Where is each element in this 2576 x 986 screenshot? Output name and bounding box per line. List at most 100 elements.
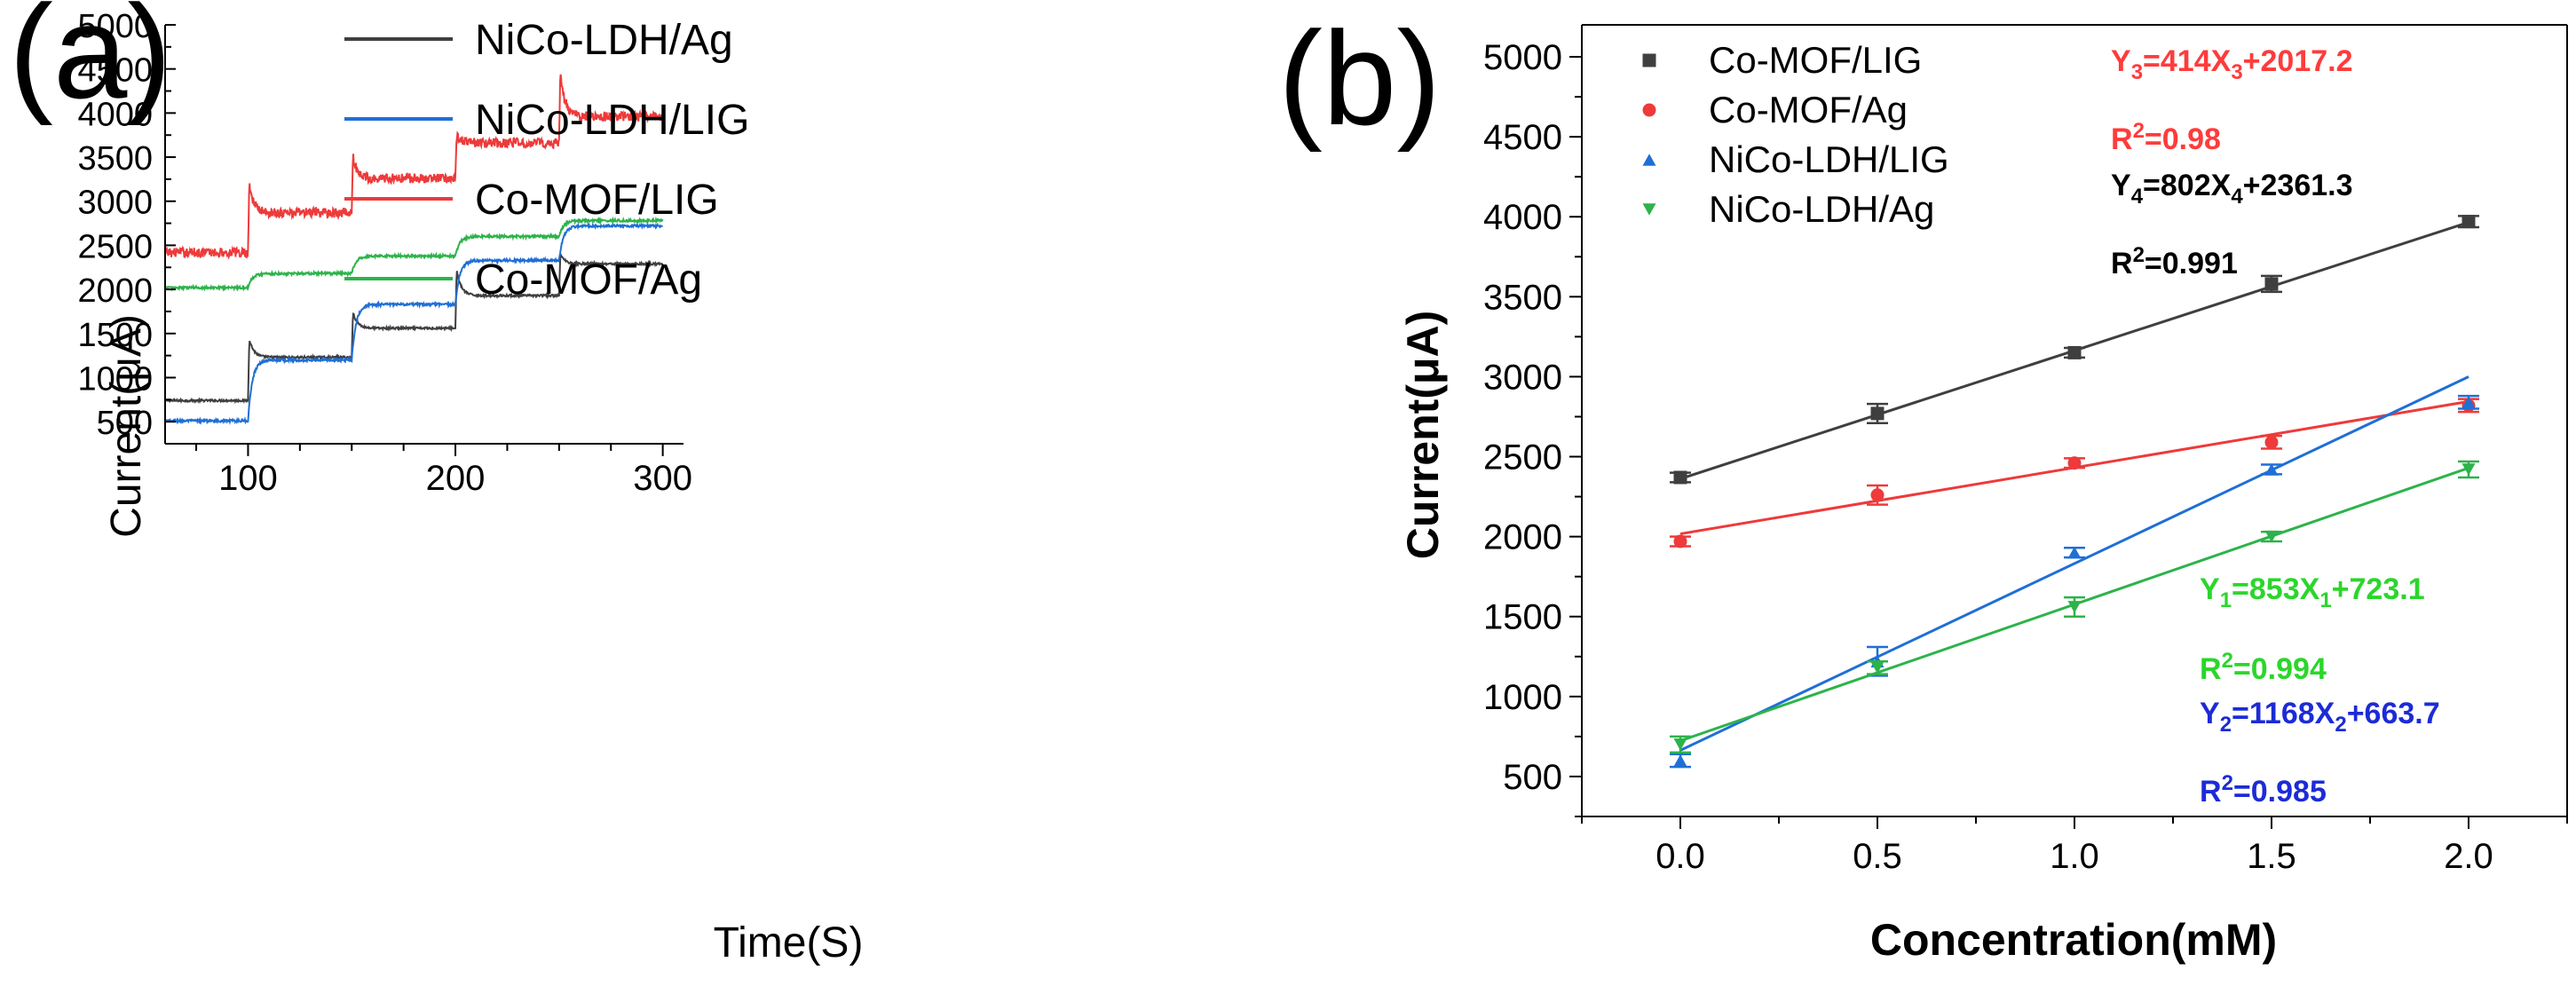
chart-a-legend-label: NiCo-LDH/Ag [475,17,733,64]
chart-b-fit-line-nico-ldh-lig [1679,375,2469,752]
chart-b-legend-marker [1642,103,1656,117]
chart-b-point-co-mof-lig [1870,406,1885,421]
chart-b-point-co-mof-ag [1870,488,1885,502]
chart-a-x-tick-label: 100 [218,459,278,498]
chart-b-x-tick-label: 1.5 [2247,837,2296,876]
annotation-part: R [2111,122,2133,156]
panel-label-a: (a) [9,0,171,126]
chart-a-series-line-nico-ldh-lig [164,221,663,425]
chart-b-y-tick-label: 1000 [1483,678,1562,717]
chart-b-annotation-eq4: Y4=802X4+2361.3 [2111,169,2353,209]
chart-b-point-nico-ldh-ag [1870,661,1885,674]
chart-b-point-nico-ldh-lig [2461,396,2476,409]
annotation-part: Y [2200,697,2220,730]
chart-a-series [164,74,664,425]
chart-a-x-tick-label: 300 [633,459,692,498]
chart-b-point-co-mof-lig [2067,345,2082,359]
chart-b-point-co-mof-lig [2264,277,2279,291]
chart-b-annotation-eq2: Y2=1168X2+663.7 [2200,697,2440,737]
annotation-part: =0.98 [2145,122,2221,156]
chart-a-y-tick-label: 4500 [77,52,153,90]
chart-b-y-tick-label: 1500 [1483,598,1562,637]
chart-b-series [1670,215,2479,769]
annotation-part: 3 [2231,60,2242,84]
chart-b-point-nico-ldh-lig [1673,754,1687,767]
annotation-part: =802X [2143,169,2232,202]
annotation-part: =0.994 [2233,652,2327,686]
annotation-part: 2 [2222,771,2233,795]
chart-b-legend-label: NiCo-LDH/LIG [1709,138,1949,180]
annotation-part: +723.1 [2332,572,2425,606]
chart-b-point-co-mof-ag [1673,534,1687,548]
annotation-part: Y [2111,169,2131,202]
chart-a-legend-label: Co-MOF/Ag [475,256,702,304]
chart-a-series-line-nico-ldh-ag [164,254,664,405]
annotation-part: Y [2111,44,2131,78]
annotation-part: R [2200,775,2222,809]
chart-a-y-tick-label: 4000 [77,96,153,133]
annotation-part: 4 [2131,185,2144,209]
chart-b-axes: 500 1000 1500 2000 2500 3000 3500 4000 4500 5000 0… [1483,24,2568,876]
chart-b-legend-label: Co-MOF/LIG [1709,39,1922,81]
chart-b-annotation-eq1: Y1=853X1+723.1 [2200,572,2425,612]
chart-b-point-nico-ldh-ag [2461,463,2476,476]
chart-a-y-tick-label: 5000 [77,8,153,45]
chart-a-y-tick-label: 1500 [77,317,153,354]
chart-a-legend-label: Co-MOF/LIG [475,177,719,224]
chart-b-legend-marker [1642,203,1656,216]
chart-b-point-nico-ldh-ag [2067,601,2082,613]
chart-a-x-tick-label: 200 [426,459,486,498]
chart-b-y-tick-label: 500 [1503,758,1562,797]
chart-b-y-tick-label: 2500 [1483,438,1562,477]
chart-a-y-tick-label: 3000 [77,185,153,222]
chart-a-y-tick-label: 1000 [77,360,153,398]
chart-b-y-tick-label: 4000 [1483,198,1562,237]
chart-a-y-tick-label: 2000 [77,272,153,310]
chart-b: 500 1000 1500 2000 2500 3000 3500 4000 4500 5000 0… [1398,24,2568,965]
chart-b-y-tick-label: 3500 [1483,278,1562,317]
chart-b-y-tick-label: 4500 [1483,118,1562,157]
chart-b-y-tick-label: 2000 [1483,518,1562,557]
chart-a-axes: 500 1000 1500 2000 2500 3000 3500 4000 4500 5000 1… [77,8,692,498]
annotation-part: 2 [2220,713,2232,737]
chart-a-y-tick-label: 500 [97,405,153,442]
chart-a-y-tick-label: 2500 [77,228,153,265]
chart-b-point-co-mof-lig [2461,215,2476,229]
chart-b-annotations: Y3=414X3+2017.2R2=0.98Y4=802X4+2361.3R2=… [2111,44,2440,809]
chart-b-x-tick-label: 2.0 [2444,837,2493,876]
annotation-part: 2 [2133,243,2145,267]
annotation-part: +663.7 [2347,697,2440,730]
chart-a-xlabel: Time(S) [714,919,864,966]
chart-b-point-nico-ldh-ag [2264,530,2279,543]
chart-b-y-tick-label: 5000 [1483,38,1562,77]
chart-b-ylabel: Current(μA) [1398,311,1448,560]
annotation-part: R [2111,247,2133,280]
annotation-part: 1 [2220,588,2232,612]
annotation-part: +2361.3 [2243,169,2353,202]
chart-b-x-tick-label: 1.0 [2050,837,2099,876]
annotation-part: 3 [2131,60,2143,84]
annotation-part: 1 [2319,588,2331,612]
chart-a: 500 1000 1500 2000 2500 3000 3500 4000 4500 5000 1… [77,8,863,966]
chart-a-series-line-co-mof-ag [164,216,664,292]
chart-a-ylabel: Current(μA) [103,314,150,538]
chart-b-point-nico-ldh-lig [2264,463,2279,476]
chart-b-point-nico-ldh-lig [2067,546,2082,559]
annotation-part: 4 [2231,185,2243,209]
annotation-part: =0.991 [2145,247,2238,280]
chart-b-point-nico-ldh-ag [1673,738,1687,751]
chart-b-annotation-r3: R2=0.98 [2111,119,2221,156]
annotation-part: =853X [2232,572,2320,606]
annotation-part: +2017.2 [2243,44,2353,78]
chart-a-legend: NiCo-LDH/Ag NiCo-LDH/LIG Co-MOF/LIG Co-MOF/… [344,17,749,304]
chart-b-x-tick-label: 0.0 [1655,837,1705,876]
chart-b-annotation-eq3: Y3=414X3+2017.2 [2111,44,2353,84]
chart-b-legend-label: NiCo-LDH/Ag [1709,188,1934,230]
chart-b-legend: Co-MOF/LIG Co-MOF/Ag NiCo-LDH/LIG NiCo-LDH/… [1642,39,1949,230]
chart-b-point-co-mof-lig [1673,470,1687,485]
annotation-part: =0.985 [2233,775,2327,809]
chart-a-series-line-co-mof-lig [164,74,664,260]
chart-b-x-tick-label: 0.5 [1853,837,1902,876]
chart-b-annotation-r2: R2=0.985 [2200,771,2327,809]
annotation-part: =414X [2143,44,2232,78]
